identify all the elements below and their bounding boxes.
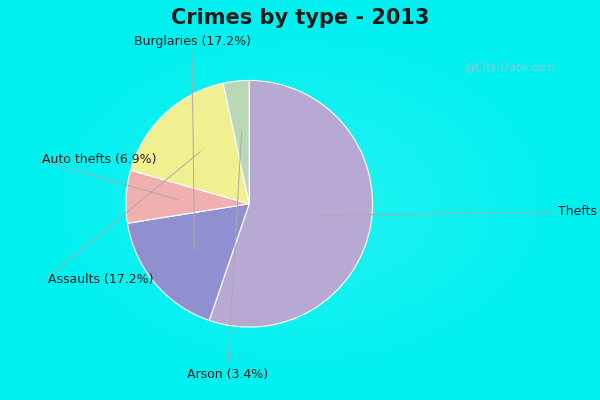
Text: Auto thefts (6.9%): Auto thefts (6.9%) bbox=[42, 154, 157, 166]
Text: Crimes by type - 2013: Crimes by type - 2013 bbox=[171, 8, 429, 28]
Wedge shape bbox=[127, 204, 249, 320]
Wedge shape bbox=[126, 170, 249, 223]
Wedge shape bbox=[223, 80, 249, 204]
Text: Assaults (17.2%): Assaults (17.2%) bbox=[48, 274, 154, 286]
Text: Arson (3.4%): Arson (3.4%) bbox=[187, 368, 269, 381]
Text: @City-Data.com: @City-Data.com bbox=[464, 63, 556, 73]
Text: Thefts (55.2%): Thefts (55.2%) bbox=[558, 206, 600, 218]
Text: Burglaries (17.2%): Burglaries (17.2%) bbox=[133, 35, 251, 48]
Wedge shape bbox=[131, 83, 249, 204]
Wedge shape bbox=[209, 80, 373, 327]
